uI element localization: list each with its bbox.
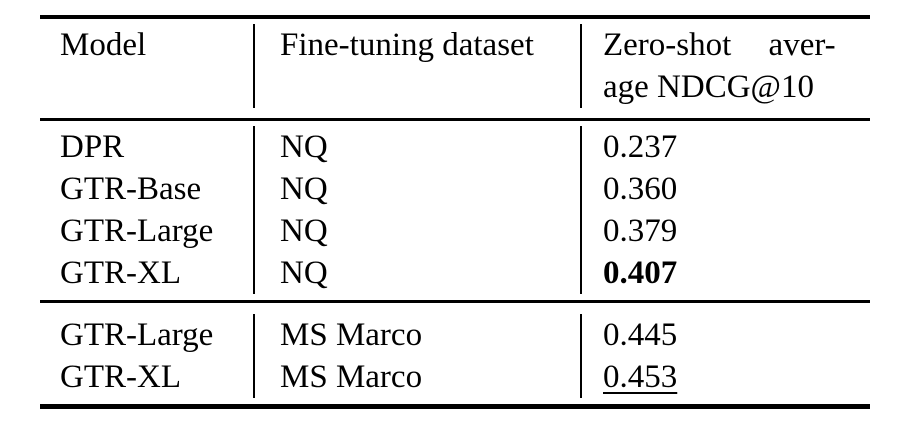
header-model-label: Model (60, 27, 147, 63)
cell-model: GTR-Base (60, 171, 202, 207)
column-score: 0.237 0.360 0.379 0.407 (580, 126, 870, 294)
column-dataset: NQ NQ NQ NQ (253, 126, 580, 294)
cell-model: GTR-Large (60, 213, 214, 249)
column-score: 0.445 0.453 (580, 314, 870, 398)
column-model: DPR GTR-Base GTR-Large GTR-XL (40, 126, 253, 294)
header-dataset-label: Fine-tuning dataset (280, 27, 534, 63)
header-cell-dataset: Fine-tuning dataset (253, 24, 580, 108)
cell-dataset: MS Marco (280, 359, 423, 395)
cell-score-best-nq: 0.407 (603, 252, 855, 294)
header-cell-metric: Zero-shot aver- age NDCG@10 (580, 24, 870, 108)
column-dataset: MS Marco MS Marco (253, 314, 580, 398)
table-section-nq: DPR GTR-Base GTR-Large GTR-XL NQ NQ NQ N… (40, 121, 870, 303)
underlined-score: 0.453 (603, 359, 678, 395)
cell-model: GTR-XL (60, 255, 181, 291)
cell-score: 0.379 (603, 213, 678, 249)
header-metric-line1: Zero-shot aver- (603, 27, 836, 63)
column-model: GTR-Large GTR-XL (40, 314, 253, 398)
table-section-msmarco: GTR-Large GTR-XL MS Marco MS Marco 0.445… (40, 303, 870, 404)
header-cell-model: Model (40, 24, 253, 108)
cell-model: GTR-XL (60, 359, 181, 395)
cell-model: GTR-Large (60, 317, 214, 353)
table-header-row: Model Fine-tuning dataset Zero-shot aver… (40, 19, 870, 121)
results-table: Model Fine-tuning dataset Zero-shot aver… (40, 15, 870, 409)
cell-dataset: MS Marco (280, 317, 423, 353)
cell-dataset: NQ (280, 129, 328, 165)
cell-dataset: NQ (280, 255, 328, 291)
cell-score: 0.445 (603, 317, 678, 353)
cell-score-best-msmarco: 0.453 (603, 356, 855, 398)
cell-score: 0.237 (603, 129, 678, 165)
cell-model: DPR (60, 129, 125, 165)
header-metric-line2: age NDCG@10 (603, 69, 814, 105)
cell-dataset: NQ (280, 213, 328, 249)
bold-score: 0.407 (603, 255, 678, 291)
cell-dataset: NQ (280, 171, 328, 207)
cell-score: 0.360 (603, 171, 678, 207)
